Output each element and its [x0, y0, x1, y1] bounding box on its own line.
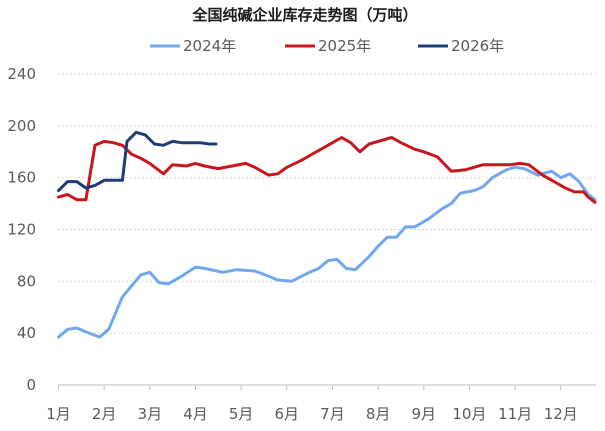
x-tick-label: 2月 — [92, 405, 117, 423]
legend-label: 2025年 — [318, 37, 371, 55]
x-tick-label: 7月 — [320, 405, 345, 423]
series-line-2025年 — [57, 136, 597, 204]
x-tick-label: 1月 — [46, 405, 71, 423]
y-tick-label: 80 — [17, 272, 36, 290]
x-tick-label: 9月 — [412, 405, 437, 423]
legend: 2024年 2025年 2026年 — [150, 37, 504, 55]
y-tick-label: 0 — [26, 376, 36, 394]
y-axis-ticks: 0 40 80 120 160 200 240 — [7, 65, 36, 394]
x-tick-label: 11月 — [498, 405, 532, 423]
series-line-2024年 — [57, 165, 597, 339]
x-tick-label: 4月 — [183, 405, 208, 423]
legend-label: 2024年 — [183, 37, 236, 55]
series-line-2026年 — [57, 130, 218, 193]
y-tick-label: 120 — [7, 221, 36, 239]
y-tick-label: 240 — [7, 65, 36, 83]
gridlines — [58, 73, 596, 334]
legend-item: 2024年 — [150, 37, 236, 55]
x-tick-label: 6月 — [275, 405, 300, 423]
legend-item: 2025年 — [285, 37, 371, 55]
x-tick-label: 12月 — [544, 405, 578, 423]
y-tick-label: 160 — [7, 169, 36, 187]
legend-label: 2026年 — [451, 37, 504, 55]
x-tick-label: 8月 — [366, 405, 391, 423]
x-tick-label: 3月 — [138, 405, 163, 423]
y-tick-label: 200 — [7, 117, 36, 135]
x-tick-label: 10月 — [452, 405, 486, 423]
chart-title: 全国纯碱企业库存走势图（万吨） — [191, 6, 417, 24]
legend-item: 2026年 — [418, 37, 504, 55]
x-tick-label: 5月 — [229, 405, 254, 423]
x-axis-ticks: 1月 2月 3月 4月 5月 6月 7月 8月 9月 10月 11月 12月 — [46, 385, 578, 423]
y-tick-label: 40 — [17, 324, 36, 342]
series-lines — [57, 130, 597, 339]
